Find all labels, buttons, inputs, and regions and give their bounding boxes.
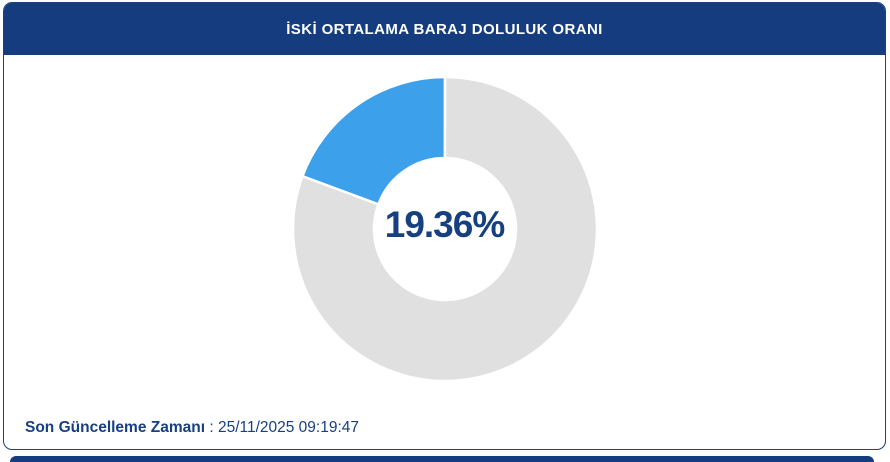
last-update-label: Son Güncelleme Zamanı bbox=[25, 419, 206, 436]
fill-percentage-label: 19.36% bbox=[384, 204, 506, 245]
last-update-separator: : bbox=[205, 419, 218, 436]
baraj-doluluk-card: İSKİ ORTALAMA BARAJ DOLULUK ORANI 19.36%… bbox=[3, 2, 886, 450]
donut-chart-container: 19.36% bbox=[285, 69, 605, 389]
donut-slice-filled bbox=[300, 75, 446, 206]
last-update-timestamp: 25/11/2025 09:19:47 bbox=[217, 419, 360, 436]
donut-chart bbox=[291, 75, 598, 383]
card-title: İSKİ ORTALAMA BARAJ DOLULUK ORANI bbox=[286, 20, 603, 38]
next-card-header-partial bbox=[10, 456, 874, 462]
donut-slice-remaining bbox=[291, 75, 598, 383]
last-update-row: Son Güncelleme Zamanı : 25/11/2025 09:19… bbox=[25, 419, 359, 437]
card-header: İSKİ ORTALAMA BARAJ DOLULUK ORANI bbox=[4, 3, 885, 55]
